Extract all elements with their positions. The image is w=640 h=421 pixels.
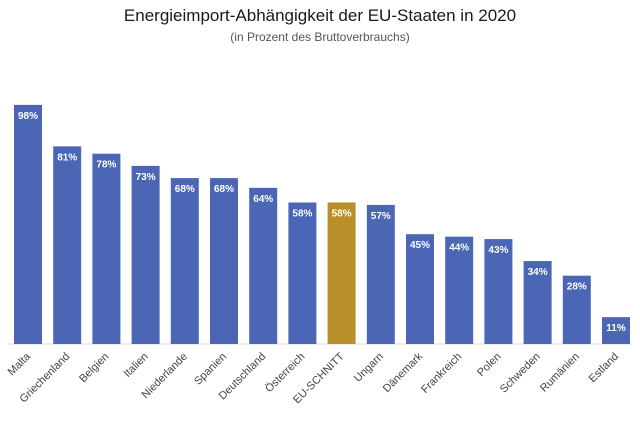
data-label-1: 81% bbox=[57, 152, 77, 163]
bar-2 bbox=[92, 153, 121, 344]
bar-3 bbox=[131, 165, 160, 344]
data-label-6: 64% bbox=[253, 194, 273, 205]
bar-10 bbox=[406, 234, 434, 344]
data-label-5: 68% bbox=[214, 184, 234, 195]
bar-11 bbox=[445, 236, 474, 344]
data-label-11: 44% bbox=[449, 243, 469, 254]
bar-14 bbox=[562, 275, 591, 344]
bar-8 bbox=[327, 202, 356, 344]
data-label-9: 57% bbox=[371, 211, 391, 222]
bar-15 bbox=[602, 317, 630, 344]
data-label-0: 98% bbox=[18, 111, 38, 122]
bar-7 bbox=[288, 202, 317, 344]
bar-0 bbox=[14, 104, 42, 344]
bar-4 bbox=[170, 178, 199, 344]
x-tick-label-13: Schweden bbox=[498, 351, 543, 396]
chart-title: Energieimport-Abhängigkeit der EU-Staate… bbox=[123, 6, 517, 25]
data-label-10: 45% bbox=[410, 240, 430, 251]
x-tick-label-5: Spanien bbox=[192, 351, 229, 388]
data-label-15: 11% bbox=[606, 323, 626, 334]
data-label-7: 58% bbox=[292, 208, 312, 219]
data-label-8: 58% bbox=[332, 208, 352, 219]
x-tick-label-14: Rumänien bbox=[538, 351, 582, 395]
data-label-3: 73% bbox=[136, 172, 156, 183]
bar-6 bbox=[249, 187, 278, 344]
bar-9 bbox=[366, 204, 395, 344]
bar-5 bbox=[210, 178, 238, 344]
bar-1 bbox=[53, 146, 82, 344]
x-tick-label-3: Italien bbox=[121, 351, 150, 380]
data-label-2: 78% bbox=[96, 160, 116, 171]
x-tick-label-0: Malta bbox=[6, 350, 34, 378]
data-label-14: 28% bbox=[567, 282, 587, 293]
x-tick-label-9: Ungarn bbox=[352, 351, 386, 385]
data-label-13: 34% bbox=[528, 267, 548, 278]
chart-subtitle: (in Prozent des Bruttoverbrauchs) bbox=[230, 30, 410, 44]
bar-12 bbox=[484, 239, 513, 344]
x-tick-label-12: Polen bbox=[475, 351, 503, 379]
data-label-12: 43% bbox=[488, 245, 508, 256]
data-label-4: 68% bbox=[175, 184, 195, 195]
bar-13 bbox=[523, 261, 552, 344]
x-tick-label-15: Estland bbox=[587, 351, 621, 385]
x-tick-label-11: Frankreich bbox=[419, 351, 464, 396]
x-tick-label-2: Belgien bbox=[77, 351, 111, 385]
